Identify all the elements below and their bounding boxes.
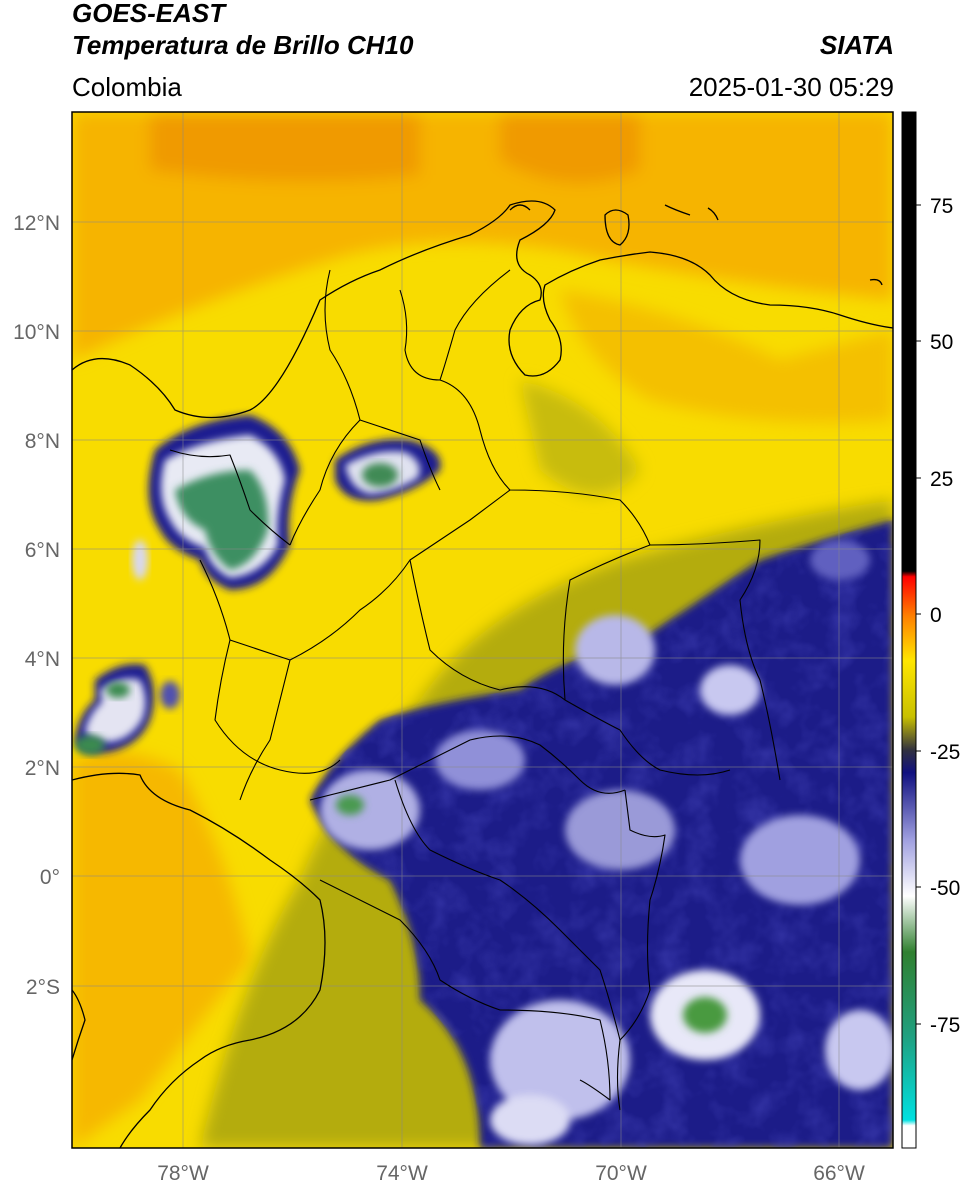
- lat-tick-label: 12°N: [13, 212, 60, 235]
- product-title: Temperatura de Brillo CH10: [72, 30, 414, 60]
- lat-tick-label: 8°N: [25, 430, 60, 453]
- lat-axis: 12°N 10°N 8°N 6°N 4°N 2°N 0° 2°S: [13, 212, 60, 999]
- colorbar-label: 25: [930, 468, 953, 491]
- map-frame: [71, 111, 894, 1149]
- region-label: Colombia: [72, 72, 182, 102]
- coastlines: [72, 200, 893, 1148]
- lat-tick-label: 2°N: [25, 757, 60, 780]
- colorbar-label: -75: [930, 1014, 960, 1037]
- lon-tick-label: 78°W: [157, 1162, 209, 1185]
- colorbar-ticks: [916, 204, 921, 1025]
- western-storms: [75, 415, 441, 755]
- borders: [169, 269, 781, 1111]
- colorbar-label: 75: [930, 195, 953, 218]
- colorbar-label: 0: [930, 604, 942, 627]
- colorbar-label: 50: [930, 331, 953, 354]
- lon-tick-label: 74°W: [376, 1162, 428, 1185]
- colorbar-label: -50: [930, 877, 960, 900]
- lon-tick-label: 66°W: [813, 1162, 865, 1185]
- lat-tick-label: 4°N: [25, 648, 60, 671]
- lat-tick-label: 10°N: [13, 321, 60, 344]
- colorbar: 75 50 25 0 -25 -50 -75: [901, 111, 960, 1149]
- lat-tick-label: 2°S: [26, 976, 60, 999]
- colorbar-label: -25: [930, 741, 960, 764]
- lat-tick-label: 6°N: [25, 539, 60, 562]
- warm-areas: [72, 112, 893, 1148]
- satellite-title: GOES-EAST: [72, 0, 226, 28]
- lon-tick-label: 70°W: [595, 1162, 647, 1185]
- lat-tick-label: 0°: [40, 866, 60, 889]
- organization-label: SIATA: [819, 30, 894, 60]
- datetime-label: 2025-01-30 05:29: [688, 72, 894, 102]
- colorbar-bar: [901, 111, 917, 1149]
- lon-axis: 78°W 74°W 70°W 66°W: [157, 1162, 865, 1185]
- gridlines: [72, 112, 893, 1148]
- deep-convection-cores: [336, 795, 727, 1033]
- cloud-tops: [320, 540, 893, 1145]
- satellite-image: [72, 112, 893, 1148]
